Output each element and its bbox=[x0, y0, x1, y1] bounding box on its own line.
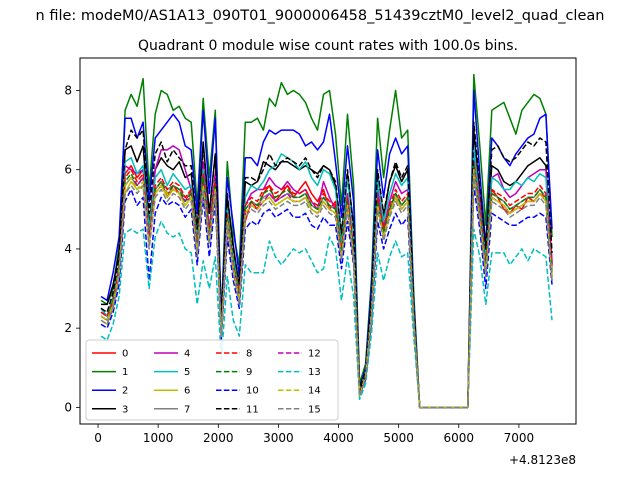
chart-title: Quadrant 0 module wise count rates with … bbox=[138, 38, 518, 54]
legend-label-module-5: 5 bbox=[184, 367, 190, 378]
series-line-module-2 bbox=[100, 89, 553, 409]
series-lines bbox=[100, 73, 553, 409]
series-line-module-14 bbox=[100, 168, 553, 409]
legend-box bbox=[85, 339, 339, 421]
legend-label-module-2: 2 bbox=[122, 386, 128, 397]
series-line-module-13 bbox=[100, 220, 553, 409]
legend-label-module-13: 13 bbox=[308, 367, 321, 378]
legend-label-module-0: 0 bbox=[122, 349, 128, 360]
y-tick-label: 8 bbox=[64, 83, 72, 97]
legend-label-module-7: 7 bbox=[184, 404, 190, 415]
tick-labels: 0 1000 2000 3000 4000 5000 6000 7000 0 2 4 6 8 bbox=[64, 83, 534, 445]
y-tick-label: 6 bbox=[64, 163, 72, 177]
x-tick-label: 5000 bbox=[383, 431, 414, 445]
x-tick-label: 2000 bbox=[203, 431, 234, 445]
legend-label-module-3: 3 bbox=[122, 404, 128, 415]
y-tick-label: 2 bbox=[64, 321, 72, 335]
plot-frame bbox=[79, 57, 577, 425]
y-tick-label: 0 bbox=[64, 400, 72, 414]
legend-label-module-1: 1 bbox=[122, 367, 128, 378]
legend-label-module-6: 6 bbox=[184, 386, 190, 397]
x-tick-label: 4000 bbox=[323, 431, 354, 445]
axis-ticks bbox=[76, 90, 520, 428]
series-line-module-10 bbox=[100, 184, 553, 409]
legend-label-module-14: 14 bbox=[308, 386, 321, 397]
series-line-module-1 bbox=[100, 73, 553, 409]
figure-suptitle: n file: modeM0/AS1A13_090T01_9000006458_… bbox=[36, 8, 605, 24]
legend-label-module-10: 10 bbox=[246, 386, 259, 397]
legend-label-module-11: 11 bbox=[246, 404, 259, 415]
x-tick-label: 3000 bbox=[263, 431, 294, 445]
series-line-module-5 bbox=[100, 145, 553, 409]
x-tick-label: 6000 bbox=[443, 431, 474, 445]
series-line-module-11 bbox=[100, 121, 553, 409]
x-tick-label: 0 bbox=[94, 431, 102, 445]
legend-label-module-9: 9 bbox=[246, 367, 252, 378]
legend-label-module-15: 15 bbox=[308, 404, 321, 415]
x-tick-label: 1000 bbox=[143, 431, 174, 445]
legend-label-module-8: 8 bbox=[246, 349, 252, 360]
y-tick-label: 4 bbox=[64, 242, 72, 256]
x-axis-offset-text: +4.8123e8 bbox=[509, 453, 576, 467]
x-tick-label: 7000 bbox=[504, 431, 535, 445]
legend-label-module-4: 4 bbox=[184, 349, 190, 360]
legend-label-module-12: 12 bbox=[308, 349, 321, 360]
series-line-module-15 bbox=[100, 172, 553, 409]
series-line-module-9 bbox=[100, 164, 553, 409]
